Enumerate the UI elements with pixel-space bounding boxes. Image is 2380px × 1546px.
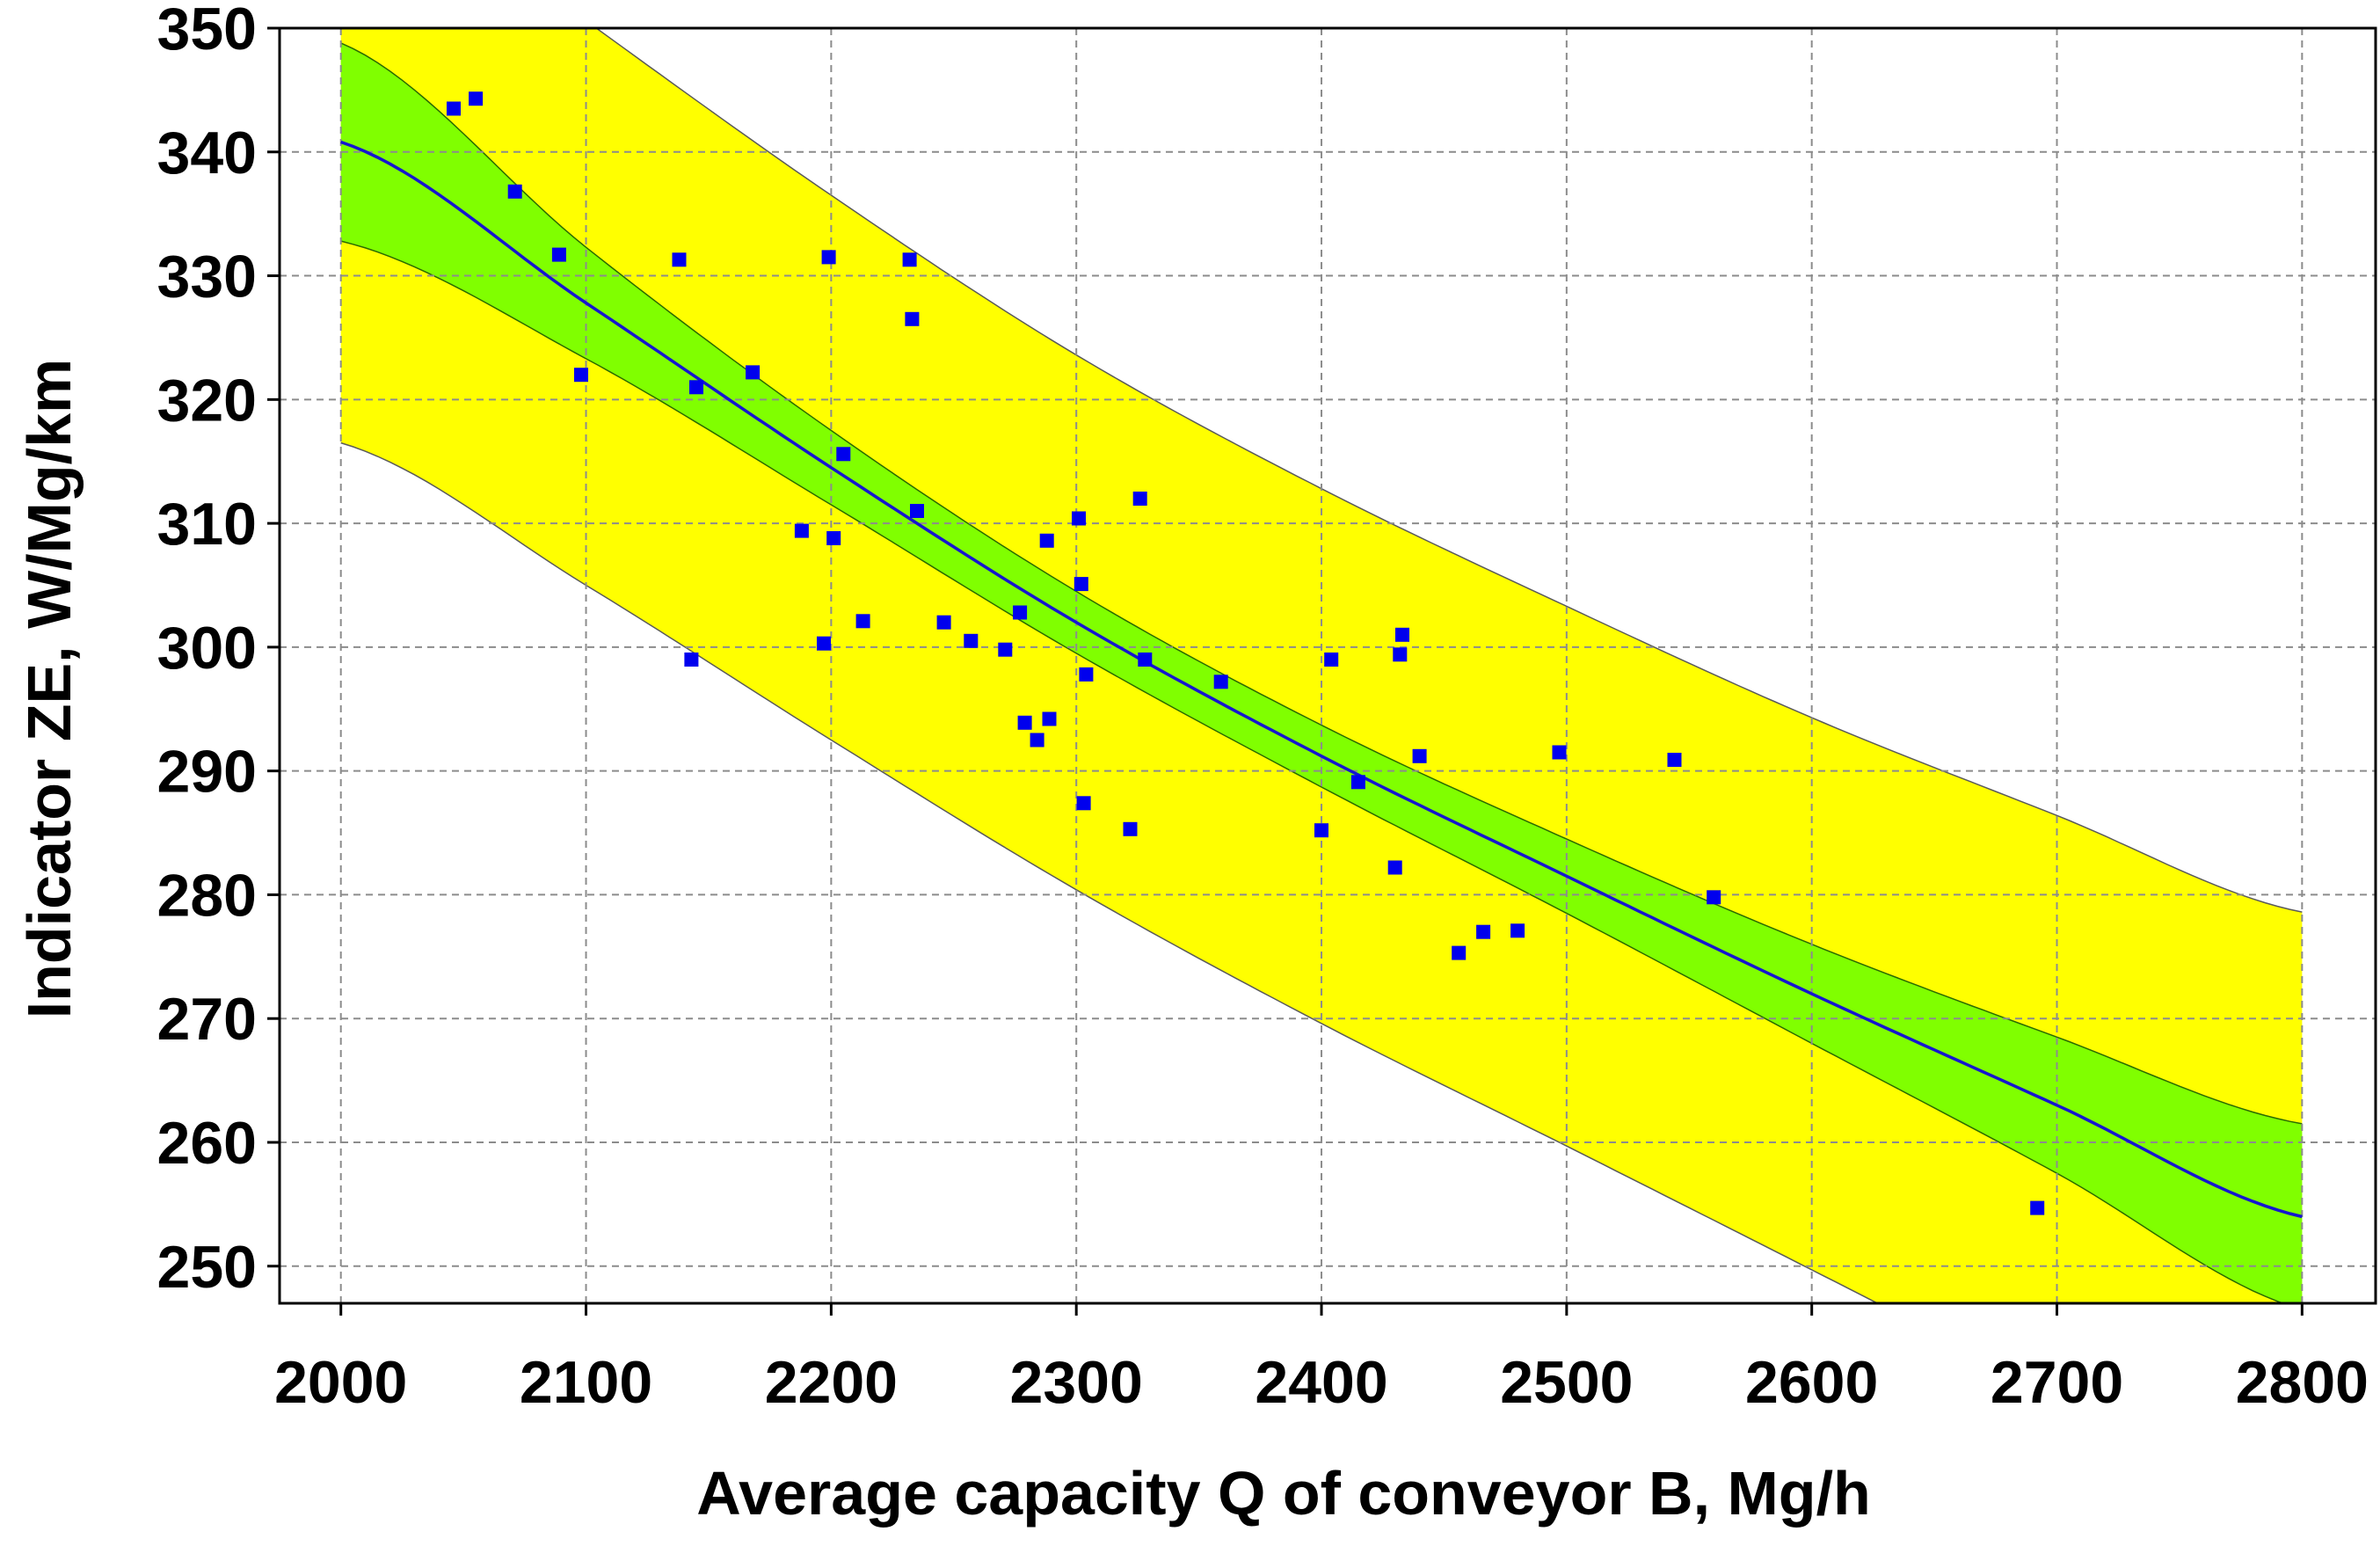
x-tick-label: 2800 [2236, 1349, 2369, 1416]
data-point [469, 91, 484, 106]
data-point [551, 247, 566, 262]
data-point [1017, 715, 1032, 730]
y-tick-label: 270 [157, 986, 257, 1053]
y-tick-label: 330 [157, 244, 257, 310]
data-point [1395, 627, 1409, 642]
data-point [836, 447, 851, 462]
data-point [1324, 653, 1339, 667]
data-point [1707, 890, 1721, 905]
x-tick-label: 2500 [1500, 1349, 1633, 1416]
data-point [936, 615, 951, 630]
data-point [964, 633, 979, 648]
data-point [1074, 577, 1088, 592]
y-tick-label: 290 [157, 739, 257, 806]
data-point [1452, 945, 1467, 960]
data-point [1393, 647, 1408, 662]
x-axis-title: Average capacity Q of conveyor B, Mg/h [696, 1459, 1871, 1528]
data-point [1076, 796, 1091, 811]
data-point [1476, 924, 1491, 939]
prediction-band-lower-edge [340, 441, 1880, 1303]
data-point [855, 614, 870, 629]
x-tick-label: 2000 [274, 1349, 407, 1416]
x-tick-label: 2700 [1991, 1349, 2123, 1416]
data-point [1138, 653, 1153, 667]
data-point [1079, 667, 1094, 682]
y-tick-label: 280 [157, 862, 257, 929]
y-axis-title: Indicator ZE, W/Mg/km [15, 359, 84, 1019]
confidence-band-upper-edge [340, 42, 2303, 1125]
x-tick-label: 2100 [520, 1349, 652, 1416]
data-point [1132, 492, 1147, 506]
data-point [998, 642, 1013, 657]
data-point [1350, 775, 1365, 790]
data-point [1123, 821, 1138, 836]
data-point [910, 504, 924, 518]
data-point [689, 380, 703, 395]
data-point [684, 653, 699, 667]
y-tick-label: 300 [157, 615, 257, 682]
plot-frame [278, 26, 2377, 1305]
data-point [902, 252, 917, 267]
data-point [905, 311, 920, 326]
data-point [817, 636, 831, 651]
data-point [746, 365, 761, 380]
data-point [574, 368, 588, 383]
data-point [2030, 1200, 2045, 1215]
y-tick-label: 310 [157, 491, 257, 558]
data-point [672, 252, 687, 267]
data-point [1552, 745, 1567, 760]
confidence-band-lower-edge [340, 240, 2285, 1303]
y-tick-label: 250 [157, 1234, 257, 1301]
data-point [821, 250, 836, 265]
data-point [826, 531, 841, 545]
y-tick-label: 320 [157, 367, 257, 434]
data-point [794, 523, 809, 538]
x-tick-label: 2400 [1255, 1349, 1387, 1416]
y-tick-label: 340 [157, 120, 257, 186]
data-point [1412, 748, 1427, 763]
data-point [1510, 923, 1525, 938]
data-point [1030, 733, 1044, 747]
data-point [1667, 753, 1682, 767]
data-point [1013, 605, 1028, 620]
y-tick-label: 350 [157, 0, 257, 62]
y-tick-label: 260 [157, 1110, 257, 1177]
x-tick-label: 2200 [765, 1349, 898, 1416]
fit-line [340, 140, 2303, 1219]
x-tick-label: 2300 [1010, 1349, 1143, 1416]
data-point [1042, 711, 1057, 726]
confidence-band [340, 42, 2303, 1303]
data-point [1039, 533, 1054, 548]
data-point [1314, 823, 1328, 838]
data-point [1072, 511, 1086, 526]
data-point [1387, 860, 1402, 875]
data-point [1213, 675, 1228, 689]
data-point [447, 101, 461, 116]
x-tick-label: 2600 [1745, 1349, 1878, 1416]
data-point [507, 184, 522, 199]
